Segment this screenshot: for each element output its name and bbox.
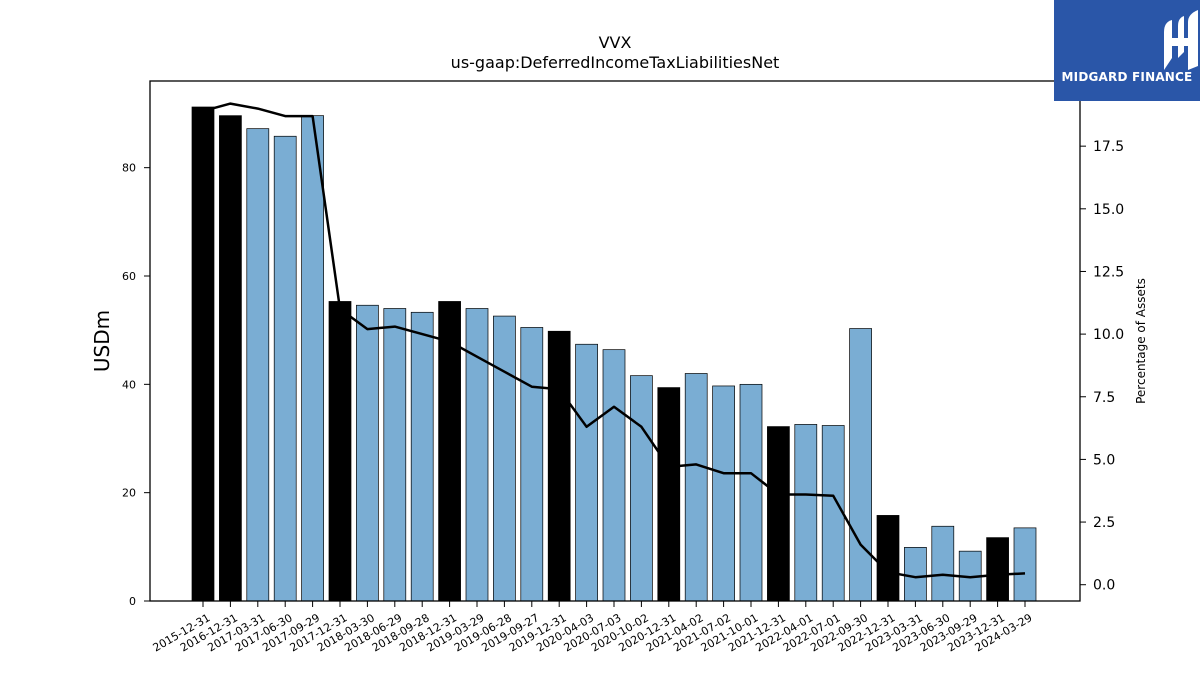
left-tick-label: 40 <box>122 378 136 391</box>
brand-logo: MIDGARD FINANCE <box>1054 0 1200 101</box>
bar-2017-06-30 <box>273 135 297 602</box>
x-axis-ticks: 2015-12-312016-12-312017-03-312017-06-30… <box>151 601 1035 654</box>
left-tick-label: 80 <box>122 162 136 175</box>
bar-2020-07-03 <box>602 349 626 602</box>
bar-2021-10-01 <box>739 383 763 602</box>
bar-2021-12-31 <box>767 426 790 602</box>
bar-2015-12-31 <box>191 106 215 602</box>
left-tick-label: 20 <box>122 487 136 500</box>
right-tick-label: 0.0 <box>1093 578 1115 594</box>
bar-2022-12-31 <box>876 515 900 602</box>
bar-2022-04-01 <box>794 424 818 602</box>
bar-2022-07-01 <box>821 425 845 602</box>
bar-2019-06-28 <box>493 315 516 602</box>
bar-2017-12-31 <box>328 301 352 602</box>
bar-2023-03-31 <box>904 547 927 602</box>
right-axis-ticks: 0.0 2.5 5.0 7.5 10.0 12.5 15.0 17.5 <box>1080 139 1124 594</box>
right-tick-label: 15.0 <box>1093 202 1124 218</box>
left-tick-label: 0 <box>129 595 136 608</box>
right-tick-label: 17.5 <box>1093 139 1124 155</box>
bar-2020-12-31 <box>657 387 681 602</box>
chart-subtitle: us-gaap:DeferredIncomeTaxLiabilitiesNet <box>451 53 780 72</box>
bar-2022-09-30 <box>849 328 872 602</box>
bar-2018-09-28 <box>410 311 434 602</box>
bar-2023-06-30 <box>931 525 955 602</box>
brand-logo-text: MIDGARD FINANCE <box>1061 70 1193 84</box>
bar-2024-03-29 <box>1013 527 1037 602</box>
bar-2020-04-03 <box>575 343 598 602</box>
y-axis-label-right: Percentage of Assets <box>1134 278 1148 404</box>
chart-title: VVX <box>599 33 632 52</box>
bar-2019-09-27 <box>520 327 544 602</box>
bar-2018-03-30 <box>356 304 379 602</box>
right-tick-label: 10.0 <box>1093 327 1124 343</box>
bar-2023-12-31 <box>986 537 1009 602</box>
bar-2021-04-02 <box>684 373 708 602</box>
bar-2020-10-02 <box>630 375 653 602</box>
right-tick-label: 7.5 <box>1093 390 1115 406</box>
bar-2016-12-31 <box>219 115 242 602</box>
right-tick-label: 12.5 <box>1093 264 1124 280</box>
y-axis-label: USDm <box>90 310 114 372</box>
bar-2018-06-29 <box>383 308 407 602</box>
left-axis-ticks: 0 20 40 60 80 <box>122 162 150 608</box>
left-tick-label: 60 <box>122 270 136 283</box>
right-tick-label: 2.5 <box>1093 515 1115 531</box>
bar-2021-07-02 <box>712 385 735 602</box>
midgard-logo-icon <box>1164 10 1198 70</box>
bar-2019-12-31 <box>547 330 571 602</box>
bars-group <box>191 106 1037 602</box>
plot-frame <box>149 80 1081 602</box>
right-tick-label: 5.0 <box>1093 452 1115 468</box>
percentage-of-assets-line <box>202 102 1026 579</box>
bar-2017-03-31 <box>246 128 270 602</box>
bar-2017-09-29 <box>301 115 324 602</box>
